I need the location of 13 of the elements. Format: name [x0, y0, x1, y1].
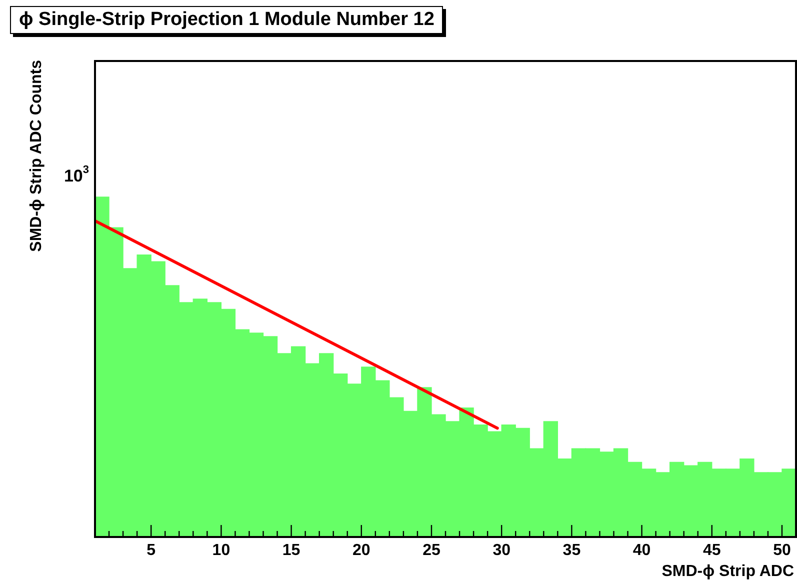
- x-tick-label: 15: [282, 542, 300, 560]
- y-axis-title: SMD-ϕ Strip ADC Counts: [28, 60, 46, 252]
- x-axis-title: SMD-ϕ Strip ADC: [662, 563, 794, 581]
- x-tick-label: 40: [632, 542, 651, 560]
- x-tick-label: 45: [702, 542, 721, 560]
- x-tick-label: 5: [146, 542, 156, 560]
- x-tick-label: 50: [773, 542, 791, 560]
- x-tick-label: 10: [212, 542, 230, 560]
- x-tick-label: 30: [492, 542, 511, 560]
- x-tick-label: 20: [352, 542, 370, 560]
- x-tick-label: 25: [422, 542, 440, 560]
- x-tick-label: 35: [562, 542, 581, 560]
- chart-title: ϕ Single-Strip Projection 1 Module Number 12: [10, 6, 444, 34]
